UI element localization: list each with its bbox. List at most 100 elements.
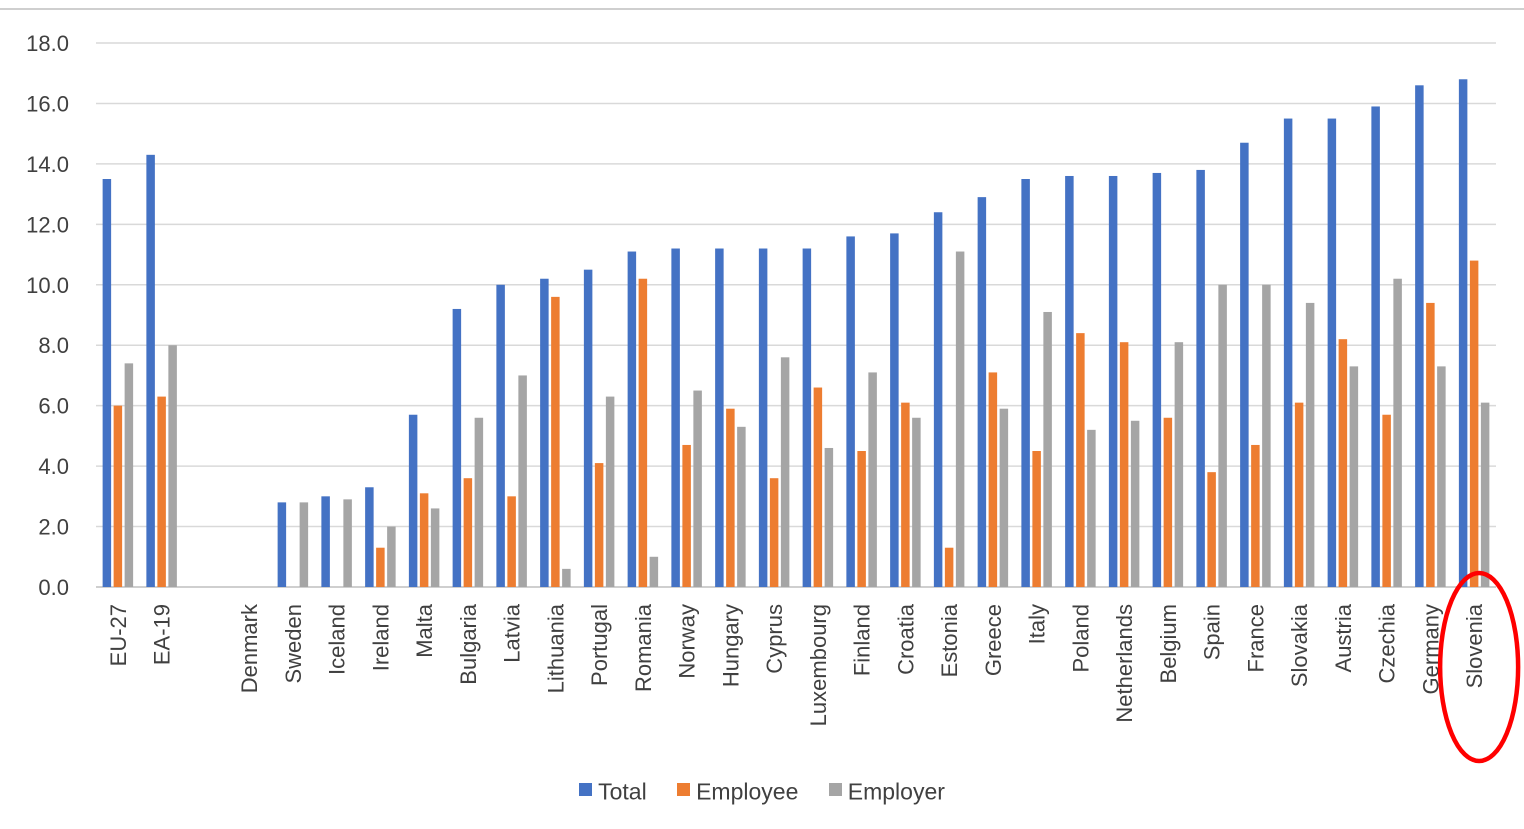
- bar-employee-italy: [1032, 451, 1041, 587]
- y-tick-label: 2.0: [38, 515, 69, 540]
- bar-employee-estonia: [944, 547, 954, 587]
- bar-total-belgium: [1152, 172, 1162, 587]
- x-tick-label-luxembourg: Luxembourg: [806, 604, 831, 726]
- legend-item-employee: Employee: [677, 777, 798, 805]
- bar-employer-poland: [1087, 429, 1096, 587]
- bar-total-poland: [1065, 175, 1074, 587]
- legend-label-employer: Employer: [847, 778, 945, 805]
- bar-total-lithuania: [540, 278, 549, 587]
- bar-employee-hungary: [726, 408, 735, 587]
- bar-total-cyprus: [758, 248, 768, 587]
- bar-total-germany: [1415, 85, 1424, 588]
- bar-employer-czechia: [1393, 278, 1402, 587]
- x-tick-label-ea-19: EA-19: [150, 604, 175, 665]
- legend-label-employee: Employee: [696, 778, 799, 805]
- bar-total-ireland: [365, 487, 374, 587]
- x-tick-label-hungary: Hungary: [718, 604, 743, 687]
- bar-employer-luxembourg: [824, 447, 834, 587]
- bar-total-slovakia: [1283, 118, 1293, 588]
- highlight-annotation: [1437, 570, 1521, 764]
- bar-employer-slovakia: [1305, 302, 1315, 587]
- bar-employee-spain: [1207, 472, 1216, 587]
- x-tick-label-ireland: Ireland: [368, 604, 393, 671]
- x-tick-label-netherlands: Netherlands: [1112, 604, 1137, 723]
- bar-employee-france: [1251, 444, 1260, 587]
- bar-total-iceland: [321, 496, 330, 587]
- bar-employer-greece: [999, 408, 1009, 587]
- legend-swatch-total: [579, 783, 593, 797]
- bar-employee-norway: [682, 444, 691, 587]
- y-tick-label: 16.0: [26, 91, 69, 116]
- bar-employer-bulgaria: [474, 417, 484, 587]
- x-tick-label-slovenia: Slovenia: [1462, 603, 1487, 688]
- bar-total-estonia: [933, 212, 943, 587]
- bar-employee-eu-27: [113, 405, 123, 587]
- bar-total-bulgaria: [452, 308, 462, 587]
- bar-employer-latvia: [518, 375, 527, 587]
- bar-total-czechia: [1371, 106, 1380, 587]
- legend-label-total: Total: [598, 778, 647, 805]
- bar-employer-netherlands: [1130, 420, 1140, 587]
- bar-total-italy: [1021, 179, 1030, 587]
- x-tick-label-latvia: Latvia: [500, 603, 525, 662]
- bar-employee-poland: [1076, 333, 1085, 587]
- bar-total-malta: [408, 414, 418, 587]
- bar-employer-france: [1262, 284, 1271, 587]
- bar-employee-slovenia: [1469, 260, 1479, 587]
- y-tick-label: 10.0: [26, 273, 69, 298]
- bar-employee-finland: [857, 451, 866, 587]
- y-axis-ticks: 0.0 2.0 4.0 6.0 8.0 10.0 12.0 14.0 16.0 18.0: [26, 31, 69, 600]
- bar-employer-hungary: [737, 426, 746, 587]
- x-tick-label-austria: Austria: [1331, 603, 1356, 672]
- bar-employer-ea-19: [168, 345, 177, 587]
- x-tick-label-denmark: Denmark: [237, 603, 262, 693]
- bar-employee-netherlands: [1119, 342, 1129, 587]
- x-tick-label-slovakia: Slovakia: [1287, 603, 1312, 687]
- legend-swatch-employer: [828, 783, 842, 797]
- x-tick-label-bulgaria: Bulgaria: [456, 603, 481, 684]
- bar-employer-italy: [1043, 311, 1052, 587]
- x-tick-label-czechia: Czechia: [1375, 603, 1400, 683]
- legend-item-employer: Employer: [828, 777, 945, 805]
- bar-employer-slovenia: [1480, 402, 1490, 587]
- bar-employee-croatia: [901, 402, 910, 587]
- bar-employee-slovakia: [1294, 402, 1304, 587]
- bar-total-austria: [1327, 118, 1337, 588]
- x-tick-label-estonia: Estonia: [937, 603, 962, 677]
- bar-employee-romania: [638, 278, 648, 587]
- bar-employer-norway: [693, 390, 702, 587]
- bar-employee-cyprus: [769, 478, 779, 587]
- bar-employer-sweden: [299, 502, 309, 587]
- bar-employer-belgium: [1174, 342, 1184, 587]
- bar-total-latvia: [496, 284, 505, 587]
- x-tick-label-romania: Romania: [631, 603, 656, 692]
- bar-employee-malta: [419, 493, 429, 587]
- bar-employee-germany: [1426, 302, 1435, 587]
- bar-employer-malta: [430, 508, 440, 587]
- bar-total-sweden: [277, 502, 287, 587]
- x-tick-label-croatia: Croatia: [893, 603, 918, 675]
- bar-employee-czechia: [1382, 414, 1391, 587]
- bar-total-ea-19: [146, 154, 155, 588]
- bar-employer-ireland: [387, 526, 396, 587]
- bar-employer-finland: [868, 372, 877, 587]
- bar-total-eu-27: [102, 179, 112, 587]
- x-tick-label-cyprus: Cyprus: [762, 604, 787, 674]
- x-tick-label-greece: Greece: [981, 604, 1006, 676]
- bar-employee-belgium: [1163, 417, 1173, 587]
- bar-employee-bulgaria: [463, 478, 473, 587]
- x-tick-label-lithuania: Lithuania: [543, 603, 568, 693]
- bar-total-croatia: [890, 233, 899, 587]
- x-tick-label-spain: Spain: [1200, 604, 1225, 660]
- bar-employee-portugal: [594, 463, 604, 587]
- bar-total-france: [1240, 142, 1249, 587]
- bar-employer-romania: [649, 556, 659, 587]
- bar-total-norway: [671, 248, 680, 587]
- bar-employee-latvia: [507, 496, 516, 587]
- x-tick-label-sweden: Sweden: [281, 604, 306, 684]
- bar-employer-cyprus: [780, 357, 790, 587]
- y-tick-label: 12.0: [26, 212, 69, 237]
- x-tick-label-belgium: Belgium: [1156, 604, 1181, 683]
